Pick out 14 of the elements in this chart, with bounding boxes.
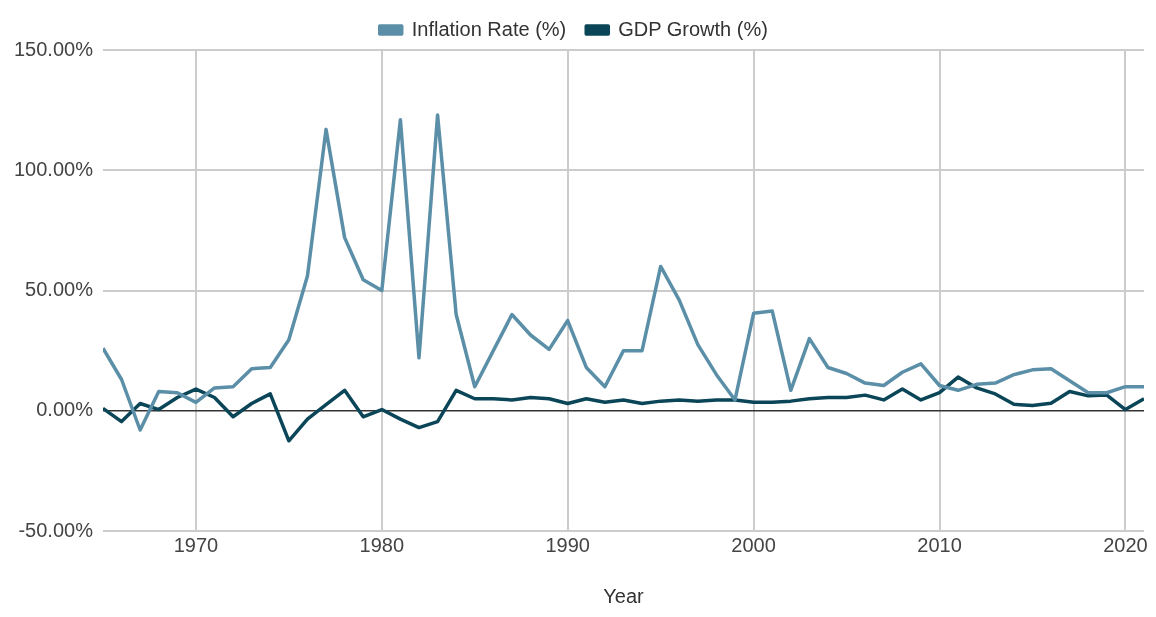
x-tick-label: 2000 [731, 533, 776, 556]
x-tick-label: 1970 [173, 533, 219, 556]
x-axis-title: Year [603, 584, 645, 607]
legend-label: Inflation Rate (%) [411, 17, 567, 40]
y-tick-label: 150.00% [13, 37, 94, 60]
y-tick-label: 100.00% [13, 157, 94, 180]
legend-label: GDP Growth (%) [618, 17, 768, 40]
y-tick-label: -50.00% [18, 518, 94, 541]
y-tick-label: 50.00% [25, 278, 94, 301]
x-tick-label: 2010 [917, 533, 962, 556]
x-tick-label: 2020 [1103, 533, 1148, 556]
y-tick-label: 0.00% [36, 398, 94, 421]
x-tick-label: 1990 [545, 533, 590, 556]
x-tick-label: 1980 [359, 533, 405, 556]
